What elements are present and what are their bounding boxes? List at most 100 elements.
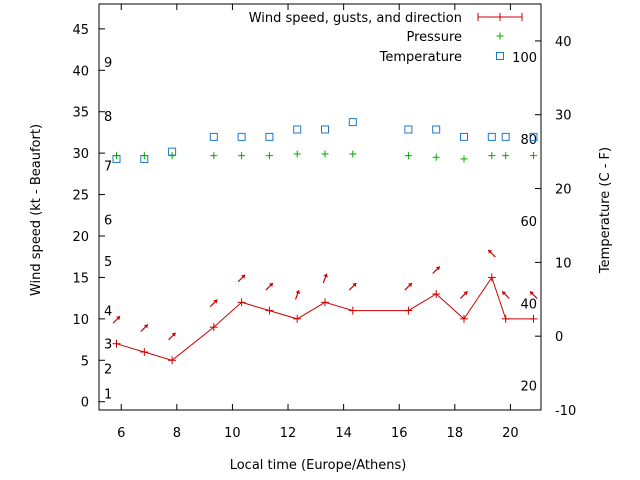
- temperature-point: [432, 125, 441, 134]
- wind-direction-arrow: [265, 282, 274, 291]
- y-tick-label: 0: [81, 396, 89, 411]
- wind-speed-point: [432, 290, 441, 298]
- beaufort-label: 7: [104, 160, 112, 175]
- plot-frame: [98, 3, 542, 411]
- legend-sample-pressure: [496, 32, 504, 40]
- wind-direction-arrow: [140, 324, 149, 332]
- y2-tick-label: -10: [555, 404, 576, 419]
- x-axis-label: Local time (Europe/Athens): [230, 458, 407, 473]
- beaufort-label: 9: [104, 56, 112, 71]
- wind-direction-arrow: [529, 290, 538, 299]
- x-tick-label: 14: [335, 426, 352, 441]
- wind-speed-point: [529, 314, 538, 323]
- y-tick-label: 35: [72, 106, 89, 121]
- wind-speed-point: [321, 298, 330, 307]
- x-tick-label: 8: [173, 426, 181, 441]
- temperature-point: [487, 132, 496, 141]
- wind-direction-arrow: [112, 315, 121, 324]
- temperature-point: [293, 125, 302, 134]
- y-tick-label: 15: [72, 271, 89, 286]
- pressure-point: [349, 150, 357, 158]
- temperature-point: [112, 155, 121, 164]
- wind-speed-point: [459, 314, 468, 323]
- temperature-point: [140, 155, 149, 164]
- temperature-point: [237, 132, 246, 141]
- y2-tick-label: 20: [555, 183, 572, 198]
- wind-direction-arrow: [432, 266, 441, 274]
- y-tick-label: 40: [72, 64, 89, 79]
- pressure-point: [238, 152, 246, 160]
- pressure-point: [404, 152, 412, 160]
- beaufort-label: 1: [104, 387, 112, 402]
- wind-direction-arrow: [168, 332, 177, 341]
- pressure-point: [265, 152, 273, 160]
- beaufort-label: 3: [104, 338, 112, 353]
- temperature-point: [501, 132, 510, 141]
- beaufort-label: 5: [104, 255, 112, 270]
- wind-direction-arrow: [501, 290, 510, 299]
- wind-speed-line: [116, 276, 534, 361]
- y-tick-label: 20: [72, 230, 89, 245]
- legend-sample-temperature: [496, 52, 504, 60]
- pressure-point: [502, 152, 510, 160]
- y-tick-label: 5: [81, 354, 89, 369]
- x-tick-label: 12: [280, 426, 297, 441]
- fahrenheit-label: 20: [520, 380, 537, 395]
- temperature-point: [321, 125, 330, 134]
- wind-direction-arrow: [460, 290, 468, 299]
- fahrenheit-label: 80: [520, 133, 537, 148]
- x-tick-label: 20: [502, 426, 519, 441]
- wind-speed-point: [487, 273, 496, 282]
- fahrenheit-label: 60: [520, 215, 537, 230]
- pressure-point: [432, 153, 440, 161]
- wind-speed-point: [112, 339, 121, 348]
- wind-direction-arrow: [237, 274, 246, 283]
- wind-direction-arrow: [294, 289, 301, 300]
- y-tick-label: 10: [72, 313, 89, 328]
- x-tick-label: 16: [391, 426, 408, 441]
- temperature-point: [348, 118, 357, 127]
- y2-tick-label: 10: [555, 256, 572, 271]
- legend: Wind speed, gusts, and direction Pressur…: [249, 11, 523, 65]
- wind-direction-arrow: [348, 282, 357, 291]
- beaufort-label: 4: [104, 305, 112, 320]
- wind-speed-point: [237, 298, 246, 307]
- pressure-point: [460, 155, 468, 163]
- fahrenheit-label: 40: [520, 298, 537, 313]
- temperature-point: [209, 132, 218, 141]
- temperature-point: [265, 132, 274, 141]
- wind-speed-point: [265, 306, 274, 315]
- beaufort-label: 8: [104, 110, 112, 125]
- temperature-point: [459, 132, 468, 141]
- legend-label-temperature: Temperature: [379, 50, 462, 65]
- y2-tick-label: 40: [555, 35, 572, 50]
- y-tick-label: 25: [72, 189, 89, 204]
- wind-speed-point: [501, 314, 510, 323]
- y2-tick-label: 0: [555, 330, 563, 345]
- x-tick-label: 6: [117, 426, 125, 441]
- wind-speed-point: [293, 314, 302, 323]
- pressure-point: [210, 152, 218, 160]
- wind-speed-point: [140, 348, 149, 356]
- wind-speed-point: [404, 306, 413, 315]
- x-tick-label: 18: [447, 426, 464, 441]
- pressure-point: [321, 150, 329, 158]
- y2-tick-label: 30: [555, 109, 572, 124]
- wind-direction-arrow: [209, 299, 218, 308]
- temperature-point: [168, 147, 177, 156]
- plot-frame-layer: [98, 3, 542, 411]
- x-tick-label: 10: [224, 426, 241, 441]
- tick-layer: 6 8 10 12 14 16 18 20051015202530354045-1001020…: [72, 4, 576, 441]
- fahrenheit-label: 100: [512, 51, 537, 66]
- y2-axis-label: Temperature (C - F): [598, 147, 613, 274]
- pressure-point: [529, 152, 537, 160]
- wind-speed-point: [348, 306, 357, 315]
- beaufort-label: 6: [104, 213, 112, 228]
- wind-direction-arrow: [322, 273, 328, 284]
- y-tick-label: 45: [72, 23, 89, 38]
- wind-direction-arrow: [487, 249, 496, 258]
- temperature-point: [404, 125, 413, 134]
- temperature-point: [529, 132, 538, 141]
- wind-speed-point: [168, 356, 177, 365]
